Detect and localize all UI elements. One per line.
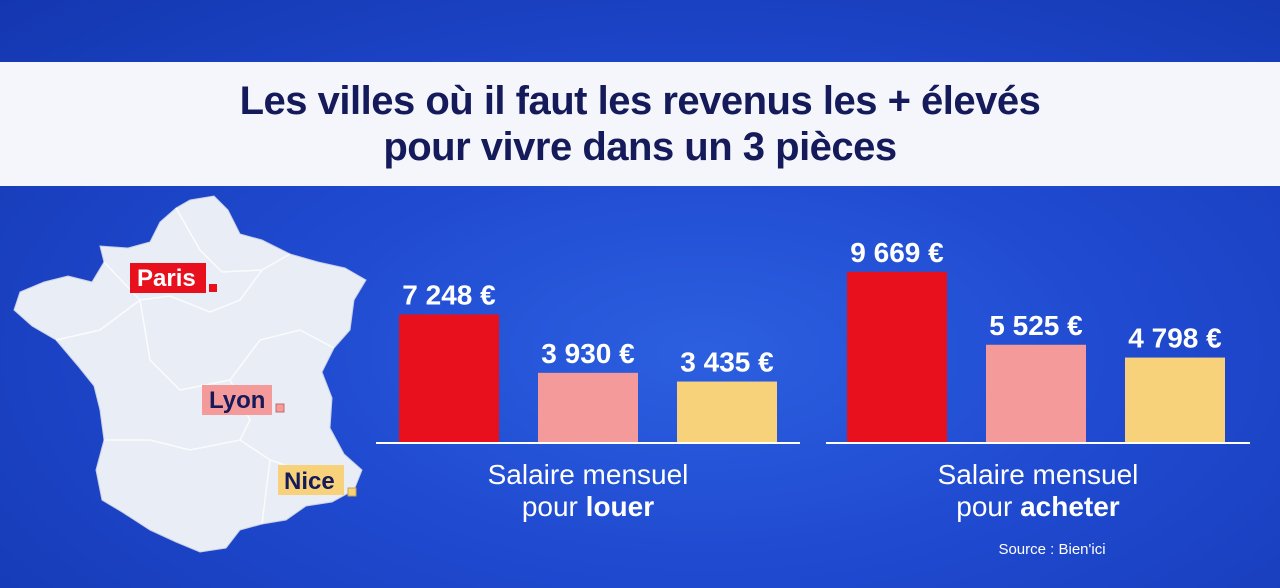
region-border-6 xyxy=(104,439,301,471)
buy-bar-paris xyxy=(847,271,947,442)
nice-label: Nice xyxy=(284,468,335,495)
buy-value-label-paris: 9 669 € xyxy=(850,237,944,268)
paris-marker xyxy=(209,284,217,292)
chart-title-line-2: pour vivre dans un 3 pièces xyxy=(383,125,897,169)
chart-title-line-1: Les villes où il faut les revenus les + … xyxy=(239,79,1041,123)
nice-label-box xyxy=(278,465,344,495)
region-border-5 xyxy=(229,329,335,381)
region-border-8 xyxy=(261,459,271,525)
lyon-marker xyxy=(275,403,285,413)
france-map: Paris Lyon Nice xyxy=(13,195,367,553)
paris-label-box xyxy=(130,263,206,293)
rent-value-label-nice: 3 435 € xyxy=(680,347,774,378)
buy-bar-lyon xyxy=(986,344,1086,442)
buy-value-label-lyon: 5 525 € xyxy=(989,310,1083,341)
region-border-1 xyxy=(103,261,211,313)
buy-axis-label-line-2: pour acheter xyxy=(956,491,1120,522)
paris-label: Paris xyxy=(137,265,196,292)
rent-bar-nice xyxy=(677,381,777,442)
rent-value-label-lyon: 3 930 € xyxy=(541,338,635,369)
region-border-2 xyxy=(175,207,291,273)
nice-marker xyxy=(347,487,357,497)
lyon-label-box xyxy=(202,385,272,415)
rent-chart: 7 248 € 3 930 € 3 435 € Salaire mensuel … xyxy=(376,279,800,522)
rent-axis-label-line-2: pour louer xyxy=(522,491,654,522)
buy-bar-nice xyxy=(1125,357,1225,442)
france-outline xyxy=(13,195,367,553)
region-border-3 xyxy=(209,269,263,313)
rent-value-label-paris: 7 248 € xyxy=(402,279,496,310)
rent-bar-paris xyxy=(399,314,499,442)
rent-axis-label-prefix: pour xyxy=(522,491,586,522)
source-note: Source : Bien'ici xyxy=(998,541,1105,558)
lyon-label: Lyon xyxy=(209,387,265,414)
buy-axis-label-bold: acheter xyxy=(1020,491,1120,522)
buy-axis-label-prefix: pour xyxy=(956,491,1020,522)
buy-value-label-nice: 4 798 € xyxy=(1128,323,1222,354)
title-band: Les villes où il faut les revenus les + … xyxy=(0,62,1280,186)
rent-axis-label-bold: louer xyxy=(586,491,655,522)
buy-axis-label-line-1: Salaire mensuel xyxy=(938,459,1139,490)
rent-bar-lyon xyxy=(538,372,638,442)
buy-chart: 9 669 € 5 525 € 4 798 € Salaire mensuel … xyxy=(826,237,1250,522)
rent-axis-label-line-1: Salaire mensuel xyxy=(488,459,689,490)
region-border-9 xyxy=(55,299,141,341)
